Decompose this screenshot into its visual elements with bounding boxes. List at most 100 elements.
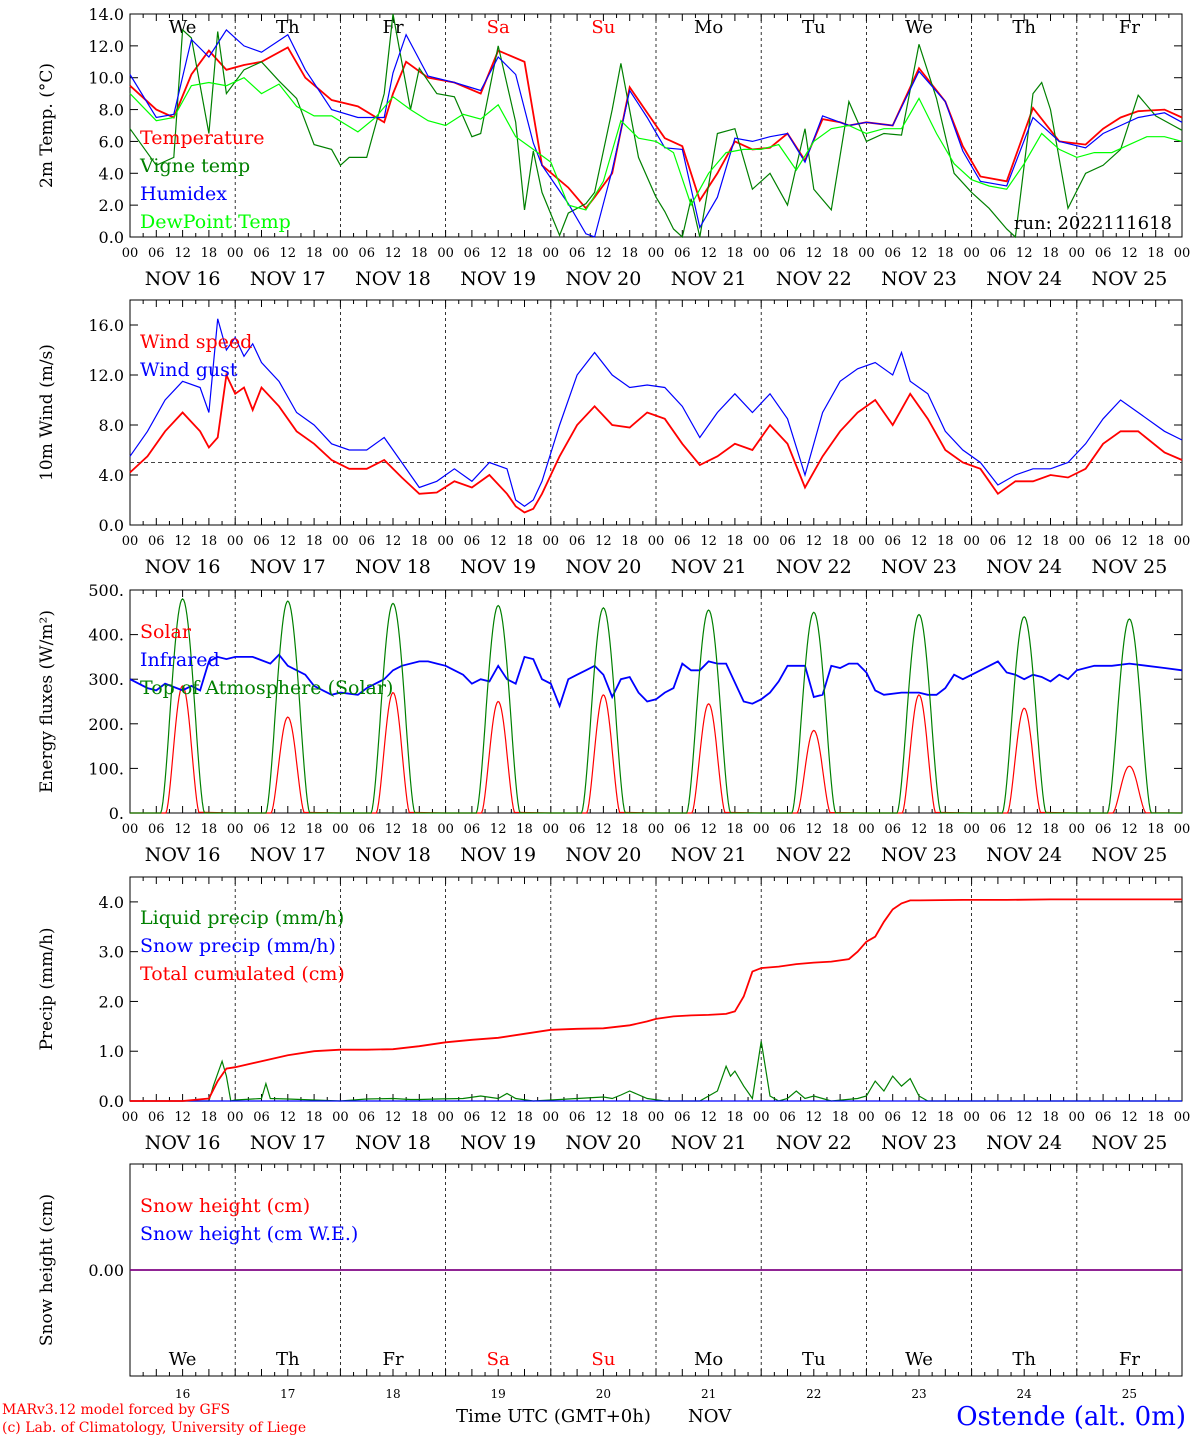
day-label: NOV 16 (145, 1132, 221, 1154)
hour-tick-label: 00 (227, 534, 244, 549)
hour-tick-label: 06 (779, 246, 796, 261)
hour-tick-label: 00 (648, 1110, 665, 1125)
hour-tick-label: 06 (464, 822, 481, 837)
hour-tick-label: 18 (832, 246, 849, 261)
hour-tick-label: 12 (385, 534, 402, 549)
y-tick-label: 3.0 (99, 943, 124, 962)
legend-entry: Top of Atmosphere (Solar) (140, 677, 393, 699)
hour-tick-label: 06 (884, 822, 901, 837)
hour-tick-label: 00 (1069, 534, 1086, 549)
hour-tick-label: 06 (464, 246, 481, 261)
day-number: 19 (491, 1387, 506, 1401)
hour-tick-label: 18 (832, 822, 849, 837)
series-line (129, 13, 1183, 239)
credit-line-1: MARv3.12 model forced by GFS (2, 1402, 231, 1418)
hour-tick-label: 12 (490, 822, 507, 837)
hour-tick-label: 18 (1042, 246, 1059, 261)
hour-tick-label: 00 (332, 246, 349, 261)
day-number: 22 (806, 1387, 821, 1401)
hour-tick-label: 00 (648, 534, 665, 549)
day-label: NOV 17 (250, 268, 326, 290)
day-label: NOV 21 (671, 844, 747, 866)
weekday-label: Sa (487, 17, 510, 38)
y-axis-label: Snow height (cm) (37, 1194, 57, 1346)
hour-tick-label: 06 (990, 1110, 1007, 1125)
legend-entry: Solar (140, 621, 192, 643)
hour-tick-label: 06 (884, 534, 901, 549)
weekday-label: Fr (1119, 17, 1140, 38)
hour-tick-label: 12 (1016, 534, 1033, 549)
hour-tick-label: 06 (779, 1110, 796, 1125)
legend-entry: Wind speed (140, 331, 252, 353)
weekday-label: Sa (487, 1349, 510, 1370)
hour-tick-label: 00 (437, 1110, 454, 1125)
hour-tick-label: 12 (1016, 822, 1033, 837)
y-tick-label: 1.0 (99, 1042, 124, 1061)
hour-tick-label: 00 (437, 534, 454, 549)
hour-tick-label: 00 (227, 822, 244, 837)
weekday-label: We (905, 1349, 933, 1370)
hour-tick-label: 00 (332, 1110, 349, 1125)
day-label: NOV 24 (986, 844, 1062, 866)
legend-entry: Snow height (cm) (140, 1195, 310, 1217)
day-label: NOV 17 (250, 556, 326, 578)
hour-tick-label: 00 (543, 1110, 560, 1125)
hour-tick-label: 18 (201, 822, 218, 837)
hour-tick-label: 18 (937, 534, 954, 549)
day-label: NOV 19 (460, 268, 536, 290)
hour-tick-label: 12 (385, 246, 402, 261)
y-tick-label: 500. (88, 581, 124, 600)
hour-tick-label: 12 (806, 534, 823, 549)
hour-tick-label: 00 (963, 534, 980, 549)
hour-tick-label: 12 (174, 1110, 191, 1125)
legend-entry: Total cumulated (cm) (140, 963, 345, 985)
day-label: NOV 25 (1091, 1132, 1167, 1154)
hour-tick-label: 18 (306, 246, 323, 261)
weekday-label: Fr (382, 1349, 403, 1370)
day-number: 17 (280, 1387, 295, 1401)
hour-tick-label: 12 (700, 1110, 717, 1125)
legend-entry: Infrared (140, 649, 220, 671)
hour-tick-label: 00 (1174, 1110, 1191, 1125)
day-number: 23 (911, 1387, 926, 1401)
day-label: NOV 16 (145, 844, 221, 866)
day-label: NOV 22 (776, 268, 852, 290)
panel-2: 0.0 4.0 8.0 12.0 16.0 10m Wind (m/s) 00 06 12 18 N… (37, 299, 1190, 578)
series-line (129, 653, 1183, 709)
hour-tick-label: 12 (490, 246, 507, 261)
hour-tick-label: 18 (727, 822, 744, 837)
day-label: NOV 23 (881, 1132, 957, 1154)
series-line (130, 898, 1182, 1102)
y-axis-label: Energy fluxes (W/m²) (37, 610, 57, 793)
hour-tick-label: 06 (1095, 246, 1112, 261)
hour-tick-label: 12 (806, 1110, 823, 1125)
hour-tick-label: 12 (595, 534, 612, 549)
y-tick-label: 8.0 (99, 101, 124, 120)
day-label: NOV 21 (671, 556, 747, 578)
day-label: NOV 18 (355, 268, 431, 290)
hour-tick-label: 06 (884, 1110, 901, 1125)
day-label: NOV 22 (776, 844, 852, 866)
hour-tick-label: 00 (122, 246, 139, 261)
hour-tick-label: 12 (911, 534, 928, 549)
day-label: NOV 25 (1091, 556, 1167, 578)
hour-tick-label: 00 (227, 1110, 244, 1125)
weekday-label: We (905, 17, 933, 38)
hour-tick-label: 06 (674, 1110, 691, 1125)
y-tick-label: 10.0 (88, 69, 124, 88)
hour-tick-label: 18 (411, 1110, 428, 1125)
hour-tick-label: 18 (1042, 534, 1059, 549)
y-tick-label: 200. (88, 715, 124, 734)
hour-tick-label: 06 (674, 246, 691, 261)
hour-tick-label: 06 (569, 534, 586, 549)
hour-tick-label: 00 (858, 246, 875, 261)
hour-tick-label: 00 (1174, 246, 1191, 261)
day-label: NOV 23 (881, 556, 957, 578)
hour-tick-label: 12 (911, 1110, 928, 1125)
hour-tick-label: 06 (253, 1110, 270, 1125)
hour-tick-label: 12 (280, 246, 297, 261)
day-number: 21 (701, 1387, 716, 1401)
y-tick-label: 6.0 (99, 132, 124, 151)
hour-tick-label: 18 (1147, 246, 1164, 261)
weekday-label: Th (1012, 1349, 1036, 1370)
